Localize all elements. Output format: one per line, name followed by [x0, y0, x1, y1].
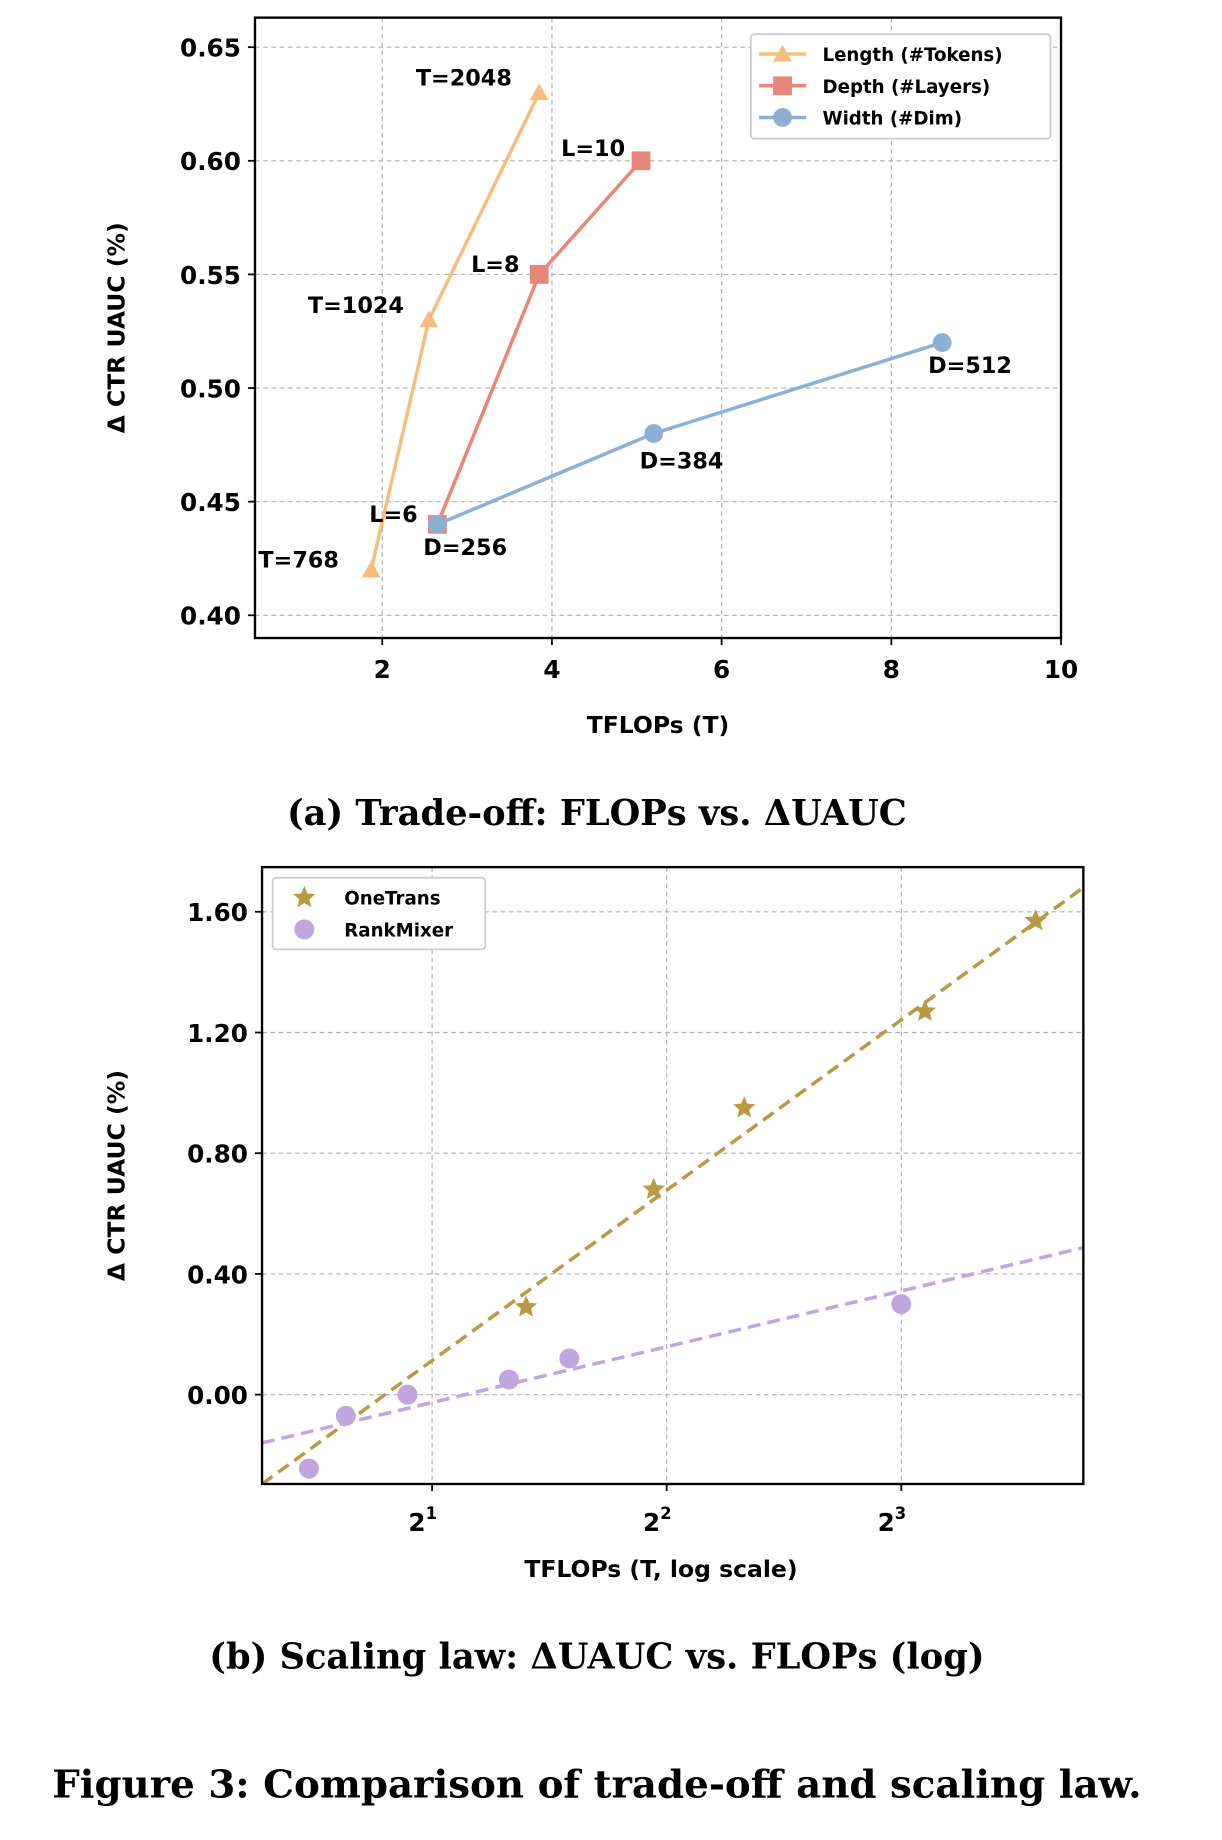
y-axis-label: Δ CTR UAUC (%) [103, 222, 131, 433]
data-point [642, 1177, 665, 1199]
series-line-2 [436, 340, 943, 527]
data-point [514, 1295, 538, 1317]
legend-label: RankMixer [344, 920, 453, 941]
data-point [498, 1369, 519, 1390]
tick-base: 2 [408, 1508, 425, 1537]
legend: Length (#Tokens) Depth (#Layers) Width (#D… [749, 33, 1052, 140]
tick-exponent: 2 [660, 1504, 671, 1523]
legend-box [749, 33, 1052, 140]
y-axis-label: Δ CTR UAUC (%) [103, 1070, 131, 1281]
data-point [529, 83, 549, 101]
point-label: T=1024 [308, 293, 404, 319]
figure-caption: Figure 3: Comparison of trade-off and sc… [52, 1763, 1141, 1808]
plot-frame [260, 865, 1085, 1486]
tick-exponent: 3 [895, 1504, 906, 1523]
data-point [1024, 909, 1047, 931]
legend-marker [294, 919, 315, 940]
x-axis-label: TFLOPs (T, log scale) [524, 1555, 797, 1583]
tick-exponent: 1 [426, 1504, 437, 1523]
data-point [361, 560, 381, 578]
data-point [335, 1405, 356, 1426]
y-tick-label: 0.00 [187, 1381, 248, 1410]
data-point [644, 424, 664, 443]
x-tick-label: 10 [1044, 655, 1078, 684]
point-label: T=768 [258, 547, 339, 573]
point-label: L=6 [369, 502, 417, 528]
legend: OneTrans RankMixer [271, 876, 487, 951]
y-tick-label: 0.40 [187, 1260, 248, 1289]
legend-label: OneTrans [344, 889, 440, 910]
legend-box [271, 876, 487, 951]
data-point [932, 333, 952, 352]
y-tick-label: 0.65 [180, 34, 241, 63]
point-label: L=8 [471, 252, 519, 278]
x-tick-label: 21 [408, 1504, 437, 1537]
x-tick-label: 22 [643, 1504, 672, 1537]
data-point [529, 265, 549, 284]
y-tick-label: 0.50 [180, 374, 241, 403]
data-point [298, 1458, 319, 1479]
x-tick-label: 6 [713, 655, 730, 684]
y-tick-label: 0.80 [187, 1140, 248, 1169]
data-point [419, 310, 439, 328]
point-label: L=10 [561, 136, 625, 162]
x-axis-label: TFLOPs (T) [587, 711, 730, 739]
legend-marker [773, 108, 792, 127]
point-label: T=2048 [416, 66, 512, 92]
y-tick-label: 1.20 [187, 1019, 248, 1048]
tick-base: 2 [878, 1508, 895, 1537]
series-line-1 [435, 159, 643, 526]
tick-base: 2 [643, 1508, 660, 1537]
y-tick-label: 0.40 [180, 602, 241, 631]
data-point [559, 1348, 580, 1369]
fit-line-1 [262, 1245, 1084, 1445]
data-point [397, 1384, 418, 1405]
data-point [631, 151, 651, 171]
x-tick-label: 8 [883, 655, 900, 684]
data-point [913, 999, 937, 1021]
legend-marker [773, 76, 792, 96]
legend-label: Width (#Dim) [822, 109, 962, 130]
x-tick-label: 23 [878, 1504, 907, 1537]
fit-line-0 [262, 886, 1084, 1484]
chart-b-caption: (b) Scaling law: ΔUAUC vs. FLOPs (log) [209, 1636, 984, 1677]
point-label: D=384 [640, 449, 724, 475]
y-tick-label: 0.45 [180, 488, 241, 517]
y-tick-label: 1.60 [187, 898, 248, 927]
data-point [733, 1096, 756, 1118]
y-tick-label: 0.60 [180, 147, 241, 176]
plot-frame [253, 16, 1063, 640]
legend-marker [293, 885, 316, 908]
series-line-0 [369, 91, 541, 571]
legend-marker [773, 44, 792, 62]
data-point [891, 1294, 912, 1315]
x-tick-label: 4 [543, 655, 560, 684]
chart-a-caption: (a) Trade-off: FLOPs vs. ΔUAUC [287, 793, 907, 834]
data-point [428, 514, 447, 534]
point-label: D=256 [423, 535, 507, 561]
legend-label: Depth (#Layers) [822, 77, 990, 98]
chart-a-tradeoff: 2 4 6 8 10 0.40 0.45 0.50 0.55 0.60 0.65 TFLOPs (T)… [103, 16, 1078, 739]
x-tick-label: 2 [374, 655, 391, 684]
legend-label: Length (#Tokens) [822, 45, 1002, 66]
y-tick-label: 0.55 [180, 261, 241, 290]
point-label: D=512 [928, 353, 1012, 379]
